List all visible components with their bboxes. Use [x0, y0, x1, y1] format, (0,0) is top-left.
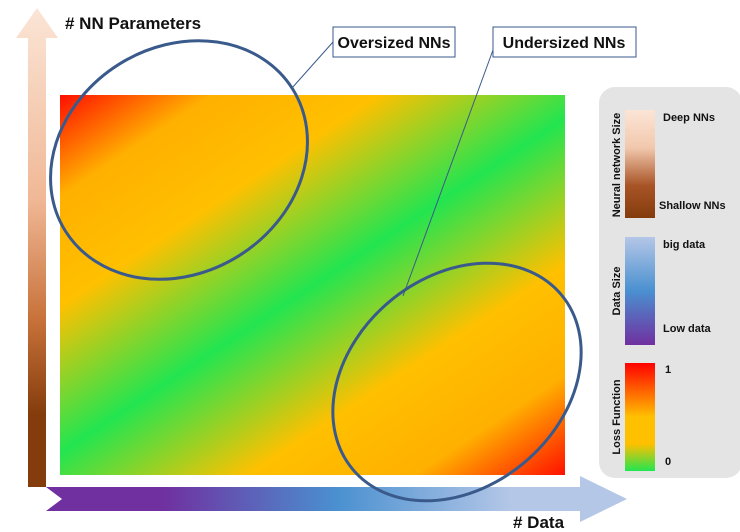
undersized-leader-line — [402, 49, 494, 297]
loss-heatmap — [60, 95, 565, 475]
y-axis-label: # NN Parameters — [65, 14, 201, 33]
legend-panel: Neural network Size Deep NNs Shallow NNs… — [599, 87, 740, 478]
undersized-callout-text: Undersized NNs — [503, 35, 626, 52]
oversized-callout: Oversized NNs — [332, 26, 456, 58]
oversized-ellipse — [49, 39, 309, 281]
nn-size-legend-top: Deep NNs — [663, 112, 715, 124]
nn-size-legend-title: Neural network Size — [611, 113, 623, 218]
undersized-ellipse — [331, 261, 583, 503]
x-axis-label: # Data — [513, 513, 565, 532]
loss-legend-bottom: 0 — [665, 456, 671, 468]
data-size-legend-bottom: Low data — [663, 323, 712, 335]
data-size-legend-top: big data — [663, 239, 706, 251]
oversized-leader-line — [291, 41, 334, 89]
nn-size-legend-bottom: Shallow NNs — [659, 200, 726, 212]
undersized-callout: Undersized NNs — [492, 26, 637, 58]
data-size-colorbar — [625, 237, 655, 345]
y-axis-arrow — [16, 8, 58, 487]
nn-size-colorbar — [625, 110, 655, 218]
loss-colorbar — [625, 363, 655, 471]
data-size-legend-title: Data Size — [611, 267, 623, 316]
loss-legend-top: 1 — [665, 364, 671, 376]
oversized-callout-text: Oversized NNs — [338, 35, 451, 52]
loss-legend-title: Loss Function — [611, 379, 623, 454]
